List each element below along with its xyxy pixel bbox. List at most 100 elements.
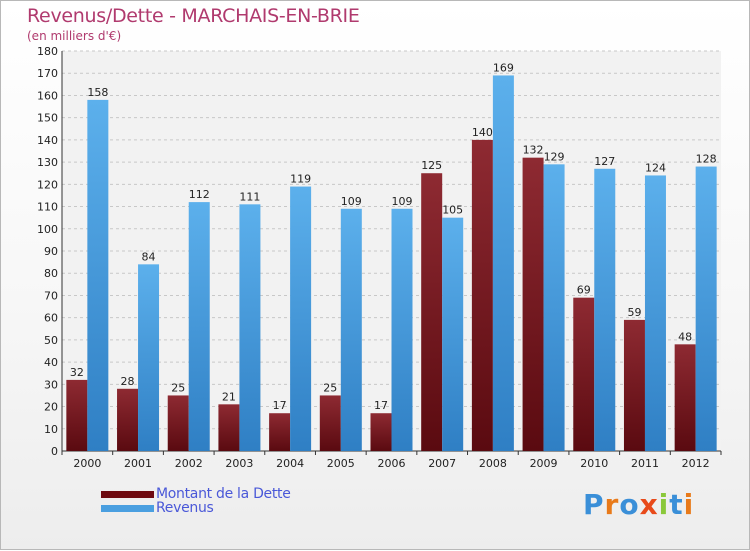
bar-debt [522,157,544,451]
bar-revenue [695,166,717,452]
x-tick-label: 2007 [428,457,456,470]
x-tick-label: 2006 [378,457,406,470]
legend: Montant de la Dette Revenus [101,486,291,516]
y-tick-label: 110 [37,201,58,214]
x-tick-label: 2012 [682,457,710,470]
bar-debt [573,297,595,451]
data-label-revenue: 109 [392,195,413,208]
data-label-debt: 69 [577,284,591,297]
data-label-revenue: 84 [142,250,156,263]
y-tick-label: 100 [37,223,58,236]
x-tick-label: 2004 [276,457,304,470]
bar-debt [167,395,189,451]
data-label-revenue: 169 [493,61,514,74]
data-label-debt: 140 [472,126,493,139]
legend-swatch-debt [101,490,154,498]
y-tick-label: 10 [44,423,58,436]
x-tick-label: 2010 [580,457,608,470]
logo-letter: P [583,488,605,521]
bar-revenue [87,99,109,451]
logo-letter: o [619,488,640,521]
bar-debt [471,139,493,451]
y-tick-label: 130 [37,156,58,169]
x-tick-label: 2000 [73,457,101,470]
y-tick-label: 90 [44,245,58,258]
x-tick-label: 2001 [124,457,152,470]
data-label-debt: 59 [627,306,641,319]
x-tick-label: 2011 [631,457,659,470]
data-label-revenue: 111 [239,190,260,203]
x-tick-label: 2002 [175,457,203,470]
y-tick-label: 170 [37,67,58,80]
y-tick-label: 0 [51,445,58,458]
logo-letter: t [669,488,684,521]
data-label-debt: 17 [374,399,388,412]
data-label-revenue: 105 [442,204,463,217]
legend-item-debt: Montant de la Dette [101,486,291,502]
bar-debt [218,404,240,451]
legend-label-debt: Montant de la Dette [156,486,291,502]
x-tick-label: 2009 [530,457,558,470]
data-label-debt: 32 [70,366,84,379]
bar-revenue [594,168,616,451]
legend-label-revenue: Revenus [156,500,214,516]
y-tick-label: 50 [44,334,58,347]
x-tick-label: 2005 [327,457,355,470]
bar-revenue [239,204,261,451]
bar-revenue [391,208,413,451]
legend-swatch-revenue [101,504,154,512]
x-tick-label: 2008 [479,457,507,470]
bar-revenue [492,75,514,451]
data-label-revenue: 158 [87,86,108,99]
data-label-revenue: 124 [645,161,666,174]
bar-revenue [543,164,565,452]
data-label-debt: 48 [678,330,692,343]
data-label-debt: 25 [171,381,185,394]
bar-debt [117,388,139,451]
chart-title: Revenus/Dette - MARCHAIS-EN-BRIE [27,5,360,27]
data-label-debt: 125 [421,159,442,172]
y-tick-label: 20 [44,401,58,414]
data-label-revenue: 127 [594,155,615,168]
y-tick-label: 160 [37,89,58,102]
logo-letter: i [658,488,670,521]
bar-debt [269,413,291,451]
data-label-debt: 21 [222,390,236,403]
y-tick-label: 150 [37,112,58,125]
logo-letter: x [639,488,659,521]
bar-revenue [290,186,312,452]
x-tick-label: 2003 [225,457,253,470]
legend-item-revenue: Revenus [101,500,291,516]
data-label-debt: 132 [523,144,544,157]
proxiti-logo: Proxiti [583,488,694,521]
y-tick-label: 30 [44,378,58,391]
y-tick-label: 80 [44,267,58,280]
logo-letter: i [683,488,695,521]
data-label-revenue: 112 [189,188,210,201]
y-tick-label: 140 [37,134,58,147]
data-label-debt: 25 [323,381,337,394]
bar-debt [370,413,392,451]
data-label-debt: 28 [121,375,135,388]
y-tick-label: 40 [44,356,58,369]
bar-revenue [340,208,362,451]
bar-revenue [442,217,464,451]
bar-debt [674,344,696,451]
y-tick-label: 70 [44,289,58,302]
y-tick-label: 180 [37,45,58,58]
y-tick-label: 60 [44,312,58,325]
bar-debt [66,379,88,451]
data-label-debt: 17 [273,399,287,412]
data-label-revenue: 109 [341,195,362,208]
bar-revenue [188,202,210,451]
y-tick-label: 120 [37,178,58,191]
logo-letter: r [604,488,620,521]
bar-debt [319,395,341,451]
data-label-revenue: 128 [696,153,717,166]
data-label-revenue: 119 [290,173,311,186]
bar-revenue [644,175,666,451]
bar-debt [421,173,443,451]
bar-revenue [138,264,160,451]
